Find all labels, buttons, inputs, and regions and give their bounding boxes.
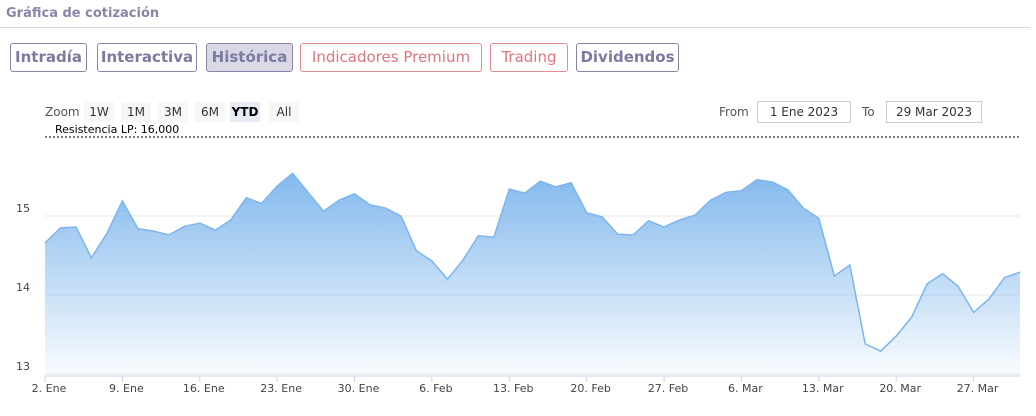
x-tick-label: 27. Mar (957, 382, 999, 395)
line (44, 172, 1021, 352)
x-tick-label: 16. Ene (183, 382, 225, 395)
zoom-label: Zoom (45, 105, 80, 119)
from-input[interactable]: 1 Ene 2023 (757, 101, 851, 123)
widget-title: Gráfica de cotización (6, 6, 160, 21)
tab-active[interactable]: Histórica (206, 43, 293, 72)
tab[interactable]: Dividendos (576, 43, 679, 72)
x-tick-label: 20. Mar (879, 382, 921, 395)
zoom-button[interactable]: 1M (121, 102, 151, 122)
x-tick-label: 30. Ene (338, 382, 380, 395)
tab[interactable]: Indicadores Premium (300, 43, 482, 72)
resistance-label: Resistencia LP: 16,000 (55, 123, 179, 136)
zoom-button-selected[interactable]: YTD (230, 102, 260, 122)
divider (0, 27, 1030, 28)
area (45, 173, 1020, 374)
x-tick-label: 13. Mar (802, 382, 844, 395)
zoom-button[interactable]: 6M (195, 102, 225, 122)
x-tick-label: 13. Feb (493, 382, 533, 395)
x-tick-label: 27. Feb (648, 382, 688, 395)
x-tick-label: 2. Ene (32, 382, 67, 395)
x-tick-label: 9. Ene (109, 382, 144, 395)
tab[interactable]: Intradía (10, 43, 87, 72)
x-tick-label: 20. Feb (570, 382, 610, 395)
y-tick-label: 13 (16, 360, 30, 373)
y-tick-label: 14 (16, 281, 30, 294)
from-label: From (719, 105, 749, 119)
to-input[interactable]: 29 Mar 2023 (886, 101, 982, 123)
tab[interactable]: Interactiva (97, 43, 197, 72)
y-tick-label: 15 (16, 202, 30, 215)
x-tick-label: 6. Feb (419, 382, 452, 395)
x-tick-label: 23. Ene (260, 382, 302, 395)
tab[interactable]: Trading (490, 43, 568, 72)
zoom-button[interactable]: All (269, 102, 299, 122)
zoom-button[interactable]: 1W (84, 102, 114, 122)
x-tick-label: 6. Mar (728, 382, 763, 395)
to-label: To (862, 105, 875, 119)
zoom-button[interactable]: 3M (158, 102, 188, 122)
